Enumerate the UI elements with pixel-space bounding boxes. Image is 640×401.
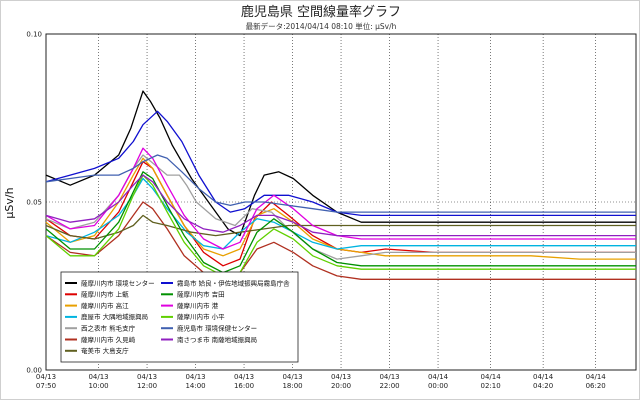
legend-label: 薩摩川内市 久見崎 — [81, 335, 136, 344]
y-tick-label: 0.05 — [26, 199, 42, 207]
legend-label: 南さつま市 南薩地域振興局 — [177, 335, 257, 344]
x-tick-date: 04/13 — [234, 373, 254, 381]
series-line — [45, 110, 636, 217]
x-tick-date: 04/13 — [331, 373, 351, 381]
legend-label: 鹿児島市 環境保健センター — [177, 324, 257, 333]
x-tick-time: 00:00 — [428, 382, 448, 390]
x-tick-date: 04/13 — [36, 373, 56, 381]
series-line — [45, 171, 636, 274]
legend-label: 薩摩川内市 高江 — [81, 301, 129, 310]
legend-label: 薩摩川内市 小平 — [177, 312, 225, 321]
legend-label: 薩摩川内市 吉田 — [177, 290, 225, 299]
x-tick-time: 16:00 — [234, 382, 254, 390]
x-tick-time: 20:00 — [331, 382, 351, 390]
legend-label: 鹿屋市 大隅地域振興局 — [81, 312, 148, 321]
x-tick-date: 04/13 — [137, 373, 157, 381]
x-tick-time: 06:20 — [586, 382, 606, 390]
x-tick-date: 04/13 — [185, 373, 205, 381]
chart-subtitle: 最新データ:2014/04/14 08:10 単位: μSv/h — [246, 21, 397, 31]
y-tick-label: 0.10 — [26, 31, 42, 39]
legend-box — [60, 271, 299, 363]
series-line — [45, 214, 636, 240]
x-tick-time: 14:00 — [185, 382, 205, 390]
series-line — [45, 157, 636, 260]
series-line — [45, 174, 636, 237]
chart-title: 鹿児島県 空間線量率グラフ — [241, 4, 401, 20]
x-tick-date: 04/14 — [586, 373, 607, 381]
x-tick-date: 04/14 — [480, 373, 501, 381]
axis-ticks: 0.000.050.1004/1307:5004/1310:0004/1312:… — [26, 31, 606, 391]
x-tick-date: 04/13 — [282, 373, 302, 381]
series-lines — [45, 90, 636, 280]
x-tick-time: 02:10 — [480, 382, 500, 390]
y-tick-label: 0.00 — [26, 367, 42, 375]
legend-label: 薩摩川内市 環境センター — [81, 278, 155, 287]
x-tick-date: 04/14 — [428, 373, 449, 381]
x-tick-date: 04/13 — [379, 373, 399, 381]
series-line — [45, 154, 636, 213]
x-tick-time: 07:50 — [36, 382, 56, 390]
legend-label: 薩摩川内市 港 — [177, 301, 219, 310]
x-tick-time: 10:00 — [88, 382, 108, 390]
series-line — [45, 147, 636, 250]
x-tick-time: 18:00 — [282, 382, 302, 390]
x-tick-date: 04/14 — [533, 373, 554, 381]
legend-label: 奄美市 大島支庁 — [81, 346, 129, 355]
series-line — [45, 174, 636, 277]
x-tick-date: 04/13 — [88, 373, 108, 381]
legend-label: 霧島市 姶良・伊佐地域振興局霧島庁舎 — [177, 278, 290, 287]
x-tick-time: 04:20 — [533, 382, 553, 390]
y-axis-label: μSv/h — [3, 187, 16, 218]
x-tick-time: 22:00 — [379, 382, 399, 390]
legend-label: 薩摩川内市 上甑 — [81, 290, 129, 299]
x-tick-time: 12:00 — [137, 382, 157, 390]
series-line — [45, 201, 636, 280]
series-line — [45, 90, 636, 237]
legend-label: 西之表市 熊毛支庁 — [81, 324, 136, 333]
